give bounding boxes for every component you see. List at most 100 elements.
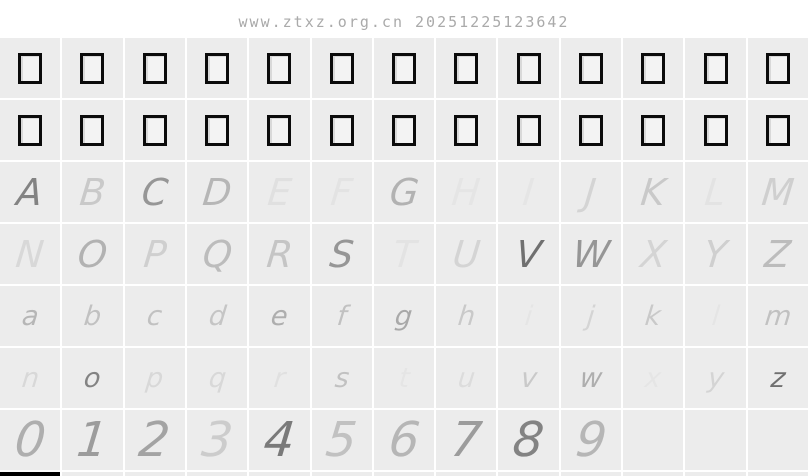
glyph-cell-i: i <box>498 286 559 346</box>
glyph-cell-b: b <box>62 286 123 346</box>
missing-glyph-box <box>80 114 105 146</box>
glyph-char: J <box>583 170 599 214</box>
glyph-cell-0: 0 <box>0 410 61 470</box>
glyph-cell-missing <box>747 38 808 98</box>
glyph-cell-1: 1 <box>62 410 123 470</box>
glyph-char: 9 <box>572 412 610 468</box>
glyph-cell-9: 9 <box>560 410 622 470</box>
glyph-char: A <box>15 170 46 214</box>
glyph-cell-missing <box>747 100 808 160</box>
glyph-cell-D: D <box>186 162 248 222</box>
glyph-char: v <box>518 362 539 394</box>
glyph-cell-empty <box>685 410 746 470</box>
missing-glyph-box <box>454 114 479 146</box>
glyph-char: 6 <box>385 412 423 468</box>
glyph-char: a <box>20 300 41 332</box>
glyph-cell-missing <box>685 38 746 98</box>
glyph-char: x <box>644 365 663 392</box>
glyph-cell-A: A <box>0 162 61 222</box>
missing-glyph-box <box>516 52 541 84</box>
glyph-cell-o: o <box>62 348 123 408</box>
cutoff-cell <box>311 472 372 476</box>
glyph-cell-missing <box>62 38 123 98</box>
glyph-char: D <box>200 170 234 214</box>
cutoff-cell <box>124 472 185 476</box>
glyph-char: p <box>144 362 165 394</box>
glyph-cell-empty <box>623 410 684 470</box>
glyph-char: m <box>763 300 793 332</box>
glyph-char: 1 <box>74 412 111 468</box>
cutoff-cell <box>623 472 684 476</box>
glyph-cell-X: X <box>623 224 684 284</box>
glyph-char: 8 <box>510 412 547 468</box>
missing-glyph-box <box>329 52 354 84</box>
glyph-char: H <box>450 174 482 211</box>
glyph-char: F <box>329 171 355 214</box>
glyph-cell-O: O <box>62 224 123 284</box>
glyph-char: E <box>265 170 294 214</box>
glyph-cell-a: a <box>0 286 61 346</box>
cutoff-cell <box>186 472 248 476</box>
glyph-cell-missing <box>498 100 559 160</box>
glyph-char: 0 <box>11 412 49 468</box>
glyph-cell-k: k <box>623 286 684 346</box>
glyph-char: P <box>141 232 169 276</box>
glyph-cell-x: x <box>623 348 684 408</box>
glyph-cell-empty <box>747 410 808 470</box>
glyph-char: e <box>269 300 290 332</box>
glyph-cell-v: v <box>498 348 559 408</box>
missing-glyph-box <box>391 114 416 146</box>
glyph-cell-h: h <box>436 286 497 346</box>
glyph-cell-y: y <box>685 348 746 408</box>
cutoff-cell <box>62 472 123 476</box>
missing-glyph-box <box>516 114 541 146</box>
cutoff-cell <box>560 472 622 476</box>
missing-glyph-box <box>703 114 728 146</box>
glyph-char: c <box>145 300 164 332</box>
glyph-cell-t: t <box>373 348 435 408</box>
glyph-cell-6: 6 <box>373 410 435 470</box>
glyph-cell-s: s <box>311 348 372 408</box>
missing-glyph-box <box>454 52 479 84</box>
glyph-char: s <box>333 362 351 394</box>
glyph-char: l <box>710 303 720 330</box>
glyph-char: f <box>335 300 349 332</box>
missing-glyph-box <box>205 114 230 146</box>
watermark-text: www.ztxz.org.cn 20251225123642 <box>238 13 570 31</box>
glyph-cell-M: M <box>747 162 808 222</box>
glyph-char: G <box>387 170 421 214</box>
glyph-char: g <box>393 300 415 332</box>
glyph-cell-missing <box>249 38 310 98</box>
glyph-cell-missing <box>311 100 372 160</box>
glyph-cell-m: m <box>747 286 808 346</box>
glyph-cell-P: P <box>124 224 185 284</box>
glyph-cell-missing <box>685 100 746 160</box>
glyph-char: t <box>397 365 410 392</box>
cutoff-cell <box>685 472 746 476</box>
glyph-char: 4 <box>261 412 298 468</box>
glyph-cell-missing <box>560 100 622 160</box>
glyph-cell-f: f <box>311 286 372 346</box>
glyph-char: o <box>82 362 103 394</box>
glyph-char: 7 <box>448 412 485 468</box>
glyph-cell-missing <box>186 100 248 160</box>
glyph-char: B <box>77 170 108 214</box>
glyph-cell-g: g <box>373 286 435 346</box>
glyph-char: M <box>759 170 797 214</box>
missing-glyph-box <box>267 52 292 84</box>
glyph-char: w <box>578 362 604 394</box>
glyph-char: i <box>523 303 533 330</box>
glyph-cell-missing <box>623 100 684 160</box>
glyph-cell-5: 5 <box>311 410 372 470</box>
missing-glyph-box <box>18 114 43 146</box>
character-map-grid: ABCDEFGH I JKLM NOPQRSTUVWXYZa b c d e f g h i j k l m n… <box>0 38 808 476</box>
glyph-cell-missing <box>124 38 185 98</box>
glyph-cell-R: R <box>249 224 310 284</box>
glyph-cell-F: F <box>311 162 372 222</box>
glyph-char: X <box>638 232 669 276</box>
missing-glyph-box <box>578 52 603 84</box>
glyph-char: U <box>450 232 483 276</box>
glyph-cell-n: n <box>0 348 61 408</box>
glyph-cell-Z: Z <box>747 224 808 284</box>
